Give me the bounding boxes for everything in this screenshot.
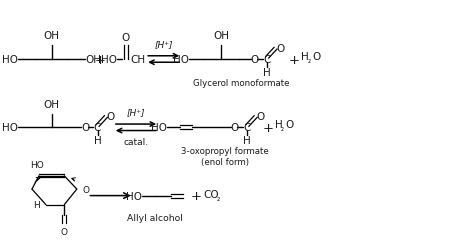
Text: HO: HO bbox=[173, 55, 189, 65]
Text: O: O bbox=[122, 33, 130, 43]
Text: H: H bbox=[274, 120, 283, 130]
Text: O: O bbox=[82, 123, 90, 133]
Text: OH: OH bbox=[213, 31, 229, 41]
Text: H: H bbox=[244, 135, 251, 145]
Text: H: H bbox=[34, 200, 40, 209]
Text: Allyl alcohol: Allyl alcohol bbox=[127, 213, 182, 223]
Text: H: H bbox=[301, 52, 309, 62]
Text: O: O bbox=[251, 55, 259, 65]
Text: O: O bbox=[231, 123, 239, 133]
Text: C: C bbox=[243, 123, 251, 133]
Text: O: O bbox=[256, 111, 264, 121]
Text: OH: OH bbox=[85, 55, 101, 65]
Text: +: + bbox=[94, 53, 105, 66]
Text: O: O bbox=[82, 185, 90, 194]
Text: CH: CH bbox=[130, 55, 146, 65]
Text: +: + bbox=[191, 189, 201, 202]
Text: [H⁺]: [H⁺] bbox=[127, 108, 145, 117]
Text: ₂: ₂ bbox=[216, 193, 219, 202]
Text: CO: CO bbox=[203, 189, 219, 199]
Text: C: C bbox=[263, 55, 270, 65]
Text: 3-oxopropyl formate: 3-oxopropyl formate bbox=[181, 147, 269, 155]
Text: HO: HO bbox=[126, 191, 142, 201]
Text: O: O bbox=[312, 52, 321, 62]
Text: H: H bbox=[94, 135, 101, 145]
Text: OH: OH bbox=[44, 99, 60, 109]
Text: +: + bbox=[262, 121, 273, 134]
Text: ₂: ₂ bbox=[281, 123, 284, 132]
Text: HO: HO bbox=[2, 55, 18, 65]
Text: C: C bbox=[93, 123, 101, 133]
FancyArrowPatch shape bbox=[35, 178, 40, 183]
Text: HO: HO bbox=[2, 123, 18, 133]
Text: O: O bbox=[286, 120, 294, 130]
Text: catal.: catal. bbox=[123, 137, 148, 146]
Text: H: H bbox=[264, 67, 271, 77]
Text: O: O bbox=[106, 111, 115, 121]
Text: ₂: ₂ bbox=[308, 55, 310, 64]
Text: Glycerol monoformate: Glycerol monoformate bbox=[193, 79, 290, 87]
Text: OH: OH bbox=[44, 31, 60, 41]
Text: HO: HO bbox=[30, 161, 44, 170]
Text: O: O bbox=[276, 43, 284, 53]
Text: +: + bbox=[289, 53, 300, 66]
Text: HO: HO bbox=[151, 123, 167, 133]
Text: HO: HO bbox=[100, 55, 117, 65]
Text: (enol form): (enol form) bbox=[201, 157, 249, 166]
Text: [H⁺]: [H⁺] bbox=[155, 40, 173, 49]
FancyArrowPatch shape bbox=[72, 178, 75, 181]
Text: O: O bbox=[61, 227, 68, 236]
